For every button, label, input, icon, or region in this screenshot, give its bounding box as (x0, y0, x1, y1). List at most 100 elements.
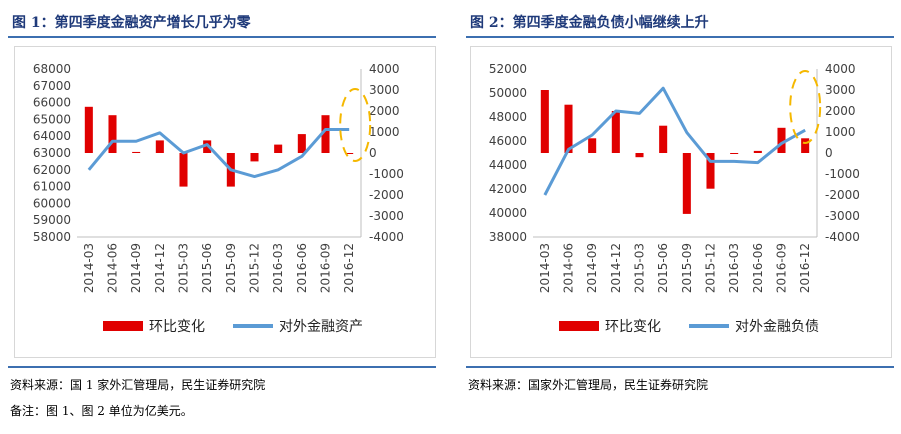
x-tick-label: 2016-03 (271, 243, 285, 293)
right-tick-label: -4000 (825, 230, 860, 244)
x-tick-label: 2016-06 (295, 243, 309, 293)
right-tick-label: -2000 (369, 188, 404, 202)
left-tick-label: 44000 (489, 158, 527, 172)
bar-change (564, 104, 573, 153)
legend-bar-label: 环比变化 (605, 319, 661, 335)
left-tick-label: 40000 (489, 206, 527, 220)
figure-1-title: 图 1：第四季度金融资产增长几乎为零 (12, 15, 251, 31)
left-tick-label: 38000 (489, 230, 527, 244)
x-tick-label: 2015-12 (248, 243, 262, 293)
left-tick-label: 65000 (33, 112, 71, 126)
x-tick-label: 2014-03 (538, 243, 552, 293)
bar-change (179, 153, 188, 187)
bar-change (540, 90, 549, 153)
highlight-oval (789, 70, 822, 144)
source-left: 资料来源：国 1 家外汇管理局，民生证券研究院 (10, 378, 266, 392)
right-tick-label: -3000 (369, 209, 404, 223)
x-tick-label: 2016-03 (727, 243, 741, 293)
right-tick-label: -1000 (369, 167, 404, 181)
x-tick-label: 2015-09 (680, 243, 694, 293)
bar-change (250, 153, 259, 162)
x-tick-label: 2015-12 (704, 243, 718, 293)
x-tick-label: 2014-03 (82, 243, 96, 293)
x-tick-label: 2014-12 (153, 243, 167, 293)
x-tick-label: 2016-09 (319, 243, 333, 293)
chart-1: 68000 67000 66000 65000 64000 63000 62000 61000… (33, 62, 404, 335)
legend-line-label: 对外金融负债 (735, 319, 819, 335)
source-right: 资料来源：国家外汇管理局，民生证券研究院 (468, 378, 709, 392)
figure-1-rule (8, 36, 436, 38)
legend-bar-label: 环比变化 (149, 319, 205, 335)
bar-change (753, 150, 762, 153)
right-tick-label: 2000 (825, 104, 856, 118)
right-tick-label: -2000 (825, 188, 860, 202)
left-tick-label: 67000 (33, 79, 71, 93)
right-tick-label: -4000 (369, 230, 404, 244)
right-tick-label: 4000 (825, 62, 856, 76)
x-tick-label: 2014-09 (585, 243, 599, 293)
line-series (87, 127, 350, 179)
legend-line-label: 对外金融资产 (279, 319, 363, 335)
left-tick-label: 68000 (33, 62, 71, 76)
left-tick-label: 64000 (33, 129, 71, 143)
x-tick-label: 2016-12 (798, 243, 812, 293)
left-tick-label: 58000 (33, 230, 71, 244)
bar-change (730, 153, 739, 154)
left-tick-label: 46000 (489, 134, 527, 148)
right-tick-label: 4000 (369, 62, 400, 76)
x-tick-label: 2014-12 (609, 243, 623, 293)
bar-change (84, 106, 93, 153)
x-tick-label: 2014-06 (562, 243, 576, 293)
bar-change (682, 153, 691, 214)
bar-change (777, 127, 786, 153)
x-tick-label: 2014-06 (106, 243, 120, 293)
left-tick-label: 66000 (33, 96, 71, 110)
left-tick-label: 61000 (33, 180, 71, 194)
x-tick-label: 2016-06 (751, 243, 765, 293)
bar-change (108, 115, 117, 153)
bar-change (635, 153, 644, 158)
footer-rule-left (8, 366, 436, 368)
bar-change (588, 138, 597, 153)
bar-change (706, 153, 715, 189)
x-tick-label: 2015-06 (200, 243, 214, 293)
right-tick-label: 1000 (825, 125, 856, 139)
figure-2-rule (466, 36, 894, 38)
line-series (543, 86, 806, 196)
right-tick-label: -1000 (825, 167, 860, 181)
left-tick-label: 52000 (489, 62, 527, 76)
x-tick-label: 2016-09 (775, 243, 789, 293)
bar-change (611, 111, 620, 153)
chart-2: 5200050000480004600044000420004000038000… (489, 62, 860, 335)
bar-change (659, 125, 668, 153)
left-tick-label: 63000 (33, 146, 71, 160)
left-tick-label: 50000 (489, 86, 527, 100)
right-tick-label: 0 (369, 146, 377, 160)
x-tick-label: 2015-03 (177, 243, 191, 293)
bar-change (297, 134, 306, 153)
x-tick-label: 2015-06 (656, 243, 670, 293)
footer-rule-right (466, 366, 894, 368)
chart-panel-1: 68000 67000 66000 65000 64000 63000 62000 61000… (14, 46, 436, 358)
bar-change (321, 115, 330, 153)
bar-change (155, 140, 164, 153)
right-tick-label: 0 (825, 146, 833, 160)
left-tick-label: 62000 (33, 163, 71, 177)
x-tick-label: 2014-09 (129, 243, 143, 293)
highlight-oval (339, 88, 372, 162)
figure-2-title: 图 2：第四季度金融负债小幅继续上升 (470, 15, 709, 31)
left-tick-label: 42000 (489, 182, 527, 196)
right-tick-label: 1000 (369, 125, 400, 139)
right-tick-label: 3000 (369, 83, 400, 97)
legend-bar-swatch (559, 321, 599, 331)
left-tick-label: 48000 (489, 110, 527, 124)
bar-change (132, 151, 141, 153)
x-tick-label: 2015-09 (224, 243, 238, 293)
x-tick-label: 2015-03 (633, 243, 647, 293)
note-left: 备注：图 1、图 2 单位为亿美元。 (10, 404, 193, 418)
left-tick-label: 59000 (33, 213, 71, 227)
right-tick-label: 3000 (825, 83, 856, 97)
bar-change (801, 138, 810, 153)
right-tick-label: 2000 (369, 104, 400, 118)
right-tick-label: -3000 (825, 209, 860, 223)
